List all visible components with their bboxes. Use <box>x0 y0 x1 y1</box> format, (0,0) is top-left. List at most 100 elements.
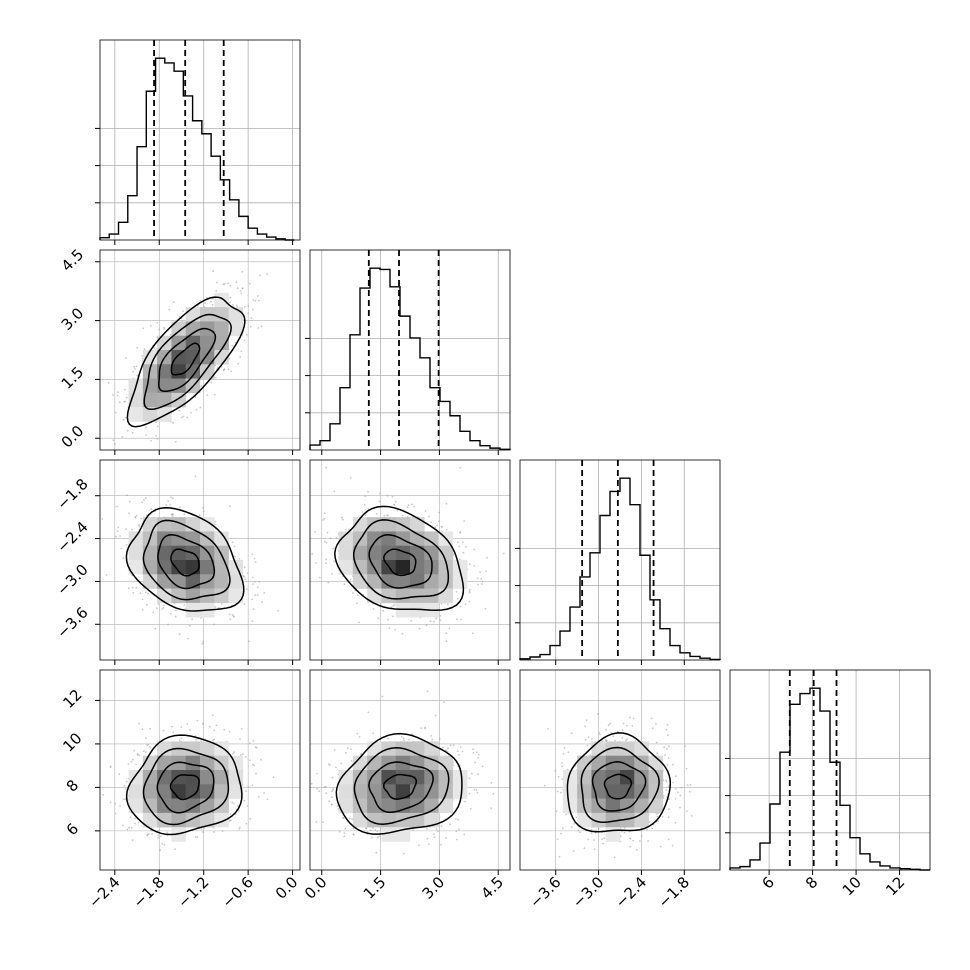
scatter-point <box>449 823 451 826</box>
scatter-point <box>127 587 130 590</box>
scatter-point <box>458 828 460 831</box>
scatter-point <box>142 750 145 753</box>
density-cell <box>381 812 397 828</box>
scatter-point <box>126 429 129 432</box>
scatter-point <box>332 788 335 790</box>
panel-background <box>730 670 930 870</box>
scatter-point <box>243 305 246 308</box>
scatter-point <box>254 594 257 596</box>
scatter-point <box>161 843 164 845</box>
density-cell <box>395 588 411 604</box>
scatter-point <box>211 303 214 306</box>
scatter-point <box>349 578 352 581</box>
scatter-point <box>675 788 677 790</box>
scatter-point <box>122 418 125 421</box>
density-cell <box>171 798 187 814</box>
scatter-point <box>372 608 375 610</box>
scatter-point <box>328 800 331 803</box>
scatter-point <box>468 792 471 795</box>
scatter-point <box>326 531 329 534</box>
scatter-point <box>490 781 493 784</box>
scatter-point <box>249 759 251 762</box>
scatter-point <box>473 788 476 791</box>
density-cell <box>214 574 229 589</box>
scatter-point <box>109 801 112 804</box>
density-cell <box>338 784 354 799</box>
hist-panel-2 <box>515 459 721 665</box>
scatter-point <box>171 514 174 516</box>
scatter-point <box>213 729 216 732</box>
scatter-point <box>229 296 232 299</box>
scatter-point <box>468 600 471 603</box>
scatter-point <box>456 597 459 600</box>
density-cell <box>214 335 229 351</box>
scatter-point <box>477 753 480 756</box>
scatter-point <box>145 591 147 594</box>
density-cell <box>214 545 229 561</box>
scatter-point <box>238 828 241 830</box>
density-cell <box>214 755 229 771</box>
scatter-point <box>378 500 381 503</box>
scatter-point <box>447 747 449 750</box>
scatter-point <box>331 573 333 575</box>
scatter-point <box>558 855 561 858</box>
scatter-point <box>335 536 338 539</box>
density-cell <box>395 602 411 618</box>
scatter-point <box>254 746 257 749</box>
scatter-point <box>485 570 487 572</box>
density-cell <box>157 364 172 379</box>
scatter-point <box>252 583 254 585</box>
scatter-point <box>155 607 158 610</box>
density-cell <box>352 812 368 828</box>
scatter-point <box>175 609 178 612</box>
density-cell <box>157 517 172 532</box>
scatter-point <box>146 744 149 746</box>
scatter-point <box>161 608 164 610</box>
scatter-point <box>425 624 428 627</box>
density-cell <box>367 798 382 814</box>
scatter-point <box>121 436 124 438</box>
scatter-point <box>350 748 352 751</box>
scatter-point <box>458 753 460 756</box>
scatter-point <box>378 492 381 495</box>
density-cell <box>395 517 411 532</box>
scatter-point <box>128 826 130 829</box>
scatter-point <box>114 802 117 805</box>
scatter-point <box>402 737 405 740</box>
scatter-point <box>236 805 239 807</box>
scatter-point <box>140 517 143 520</box>
scatter-point <box>235 304 238 307</box>
scatter-point <box>138 722 141 725</box>
scatter-point <box>364 514 367 516</box>
scatter-point <box>322 821 324 823</box>
scatter-point <box>322 519 324 521</box>
scatter-point <box>139 592 142 595</box>
scatter-point <box>239 290 242 292</box>
scatter-point <box>132 370 135 373</box>
scatter-point <box>125 544 128 546</box>
scatter-point <box>222 369 225 372</box>
scatter-point <box>387 514 389 517</box>
density-cell <box>452 784 468 799</box>
scatter-point <box>315 562 318 564</box>
scatter-point <box>182 310 184 313</box>
scatter-point <box>125 780 128 783</box>
scatter-point <box>252 608 255 610</box>
scatter-point <box>162 729 165 732</box>
scatter-point <box>329 764 331 766</box>
scatter-point <box>203 827 206 830</box>
scatter-point <box>156 321 159 324</box>
scatter-point <box>408 738 410 741</box>
scatter-point <box>263 592 266 594</box>
scatter-point <box>114 812 117 815</box>
scatter-point <box>116 394 119 397</box>
scatter-point <box>212 270 215 273</box>
scatter-point <box>221 602 223 605</box>
scatter-point <box>135 763 138 766</box>
histogram-step-line <box>519 477 721 661</box>
scatter-point <box>131 431 134 434</box>
scatter-point <box>332 547 335 550</box>
joint-panel-0-1 <box>95 249 301 455</box>
scatter-point <box>223 728 226 731</box>
scatter-point <box>213 393 216 396</box>
